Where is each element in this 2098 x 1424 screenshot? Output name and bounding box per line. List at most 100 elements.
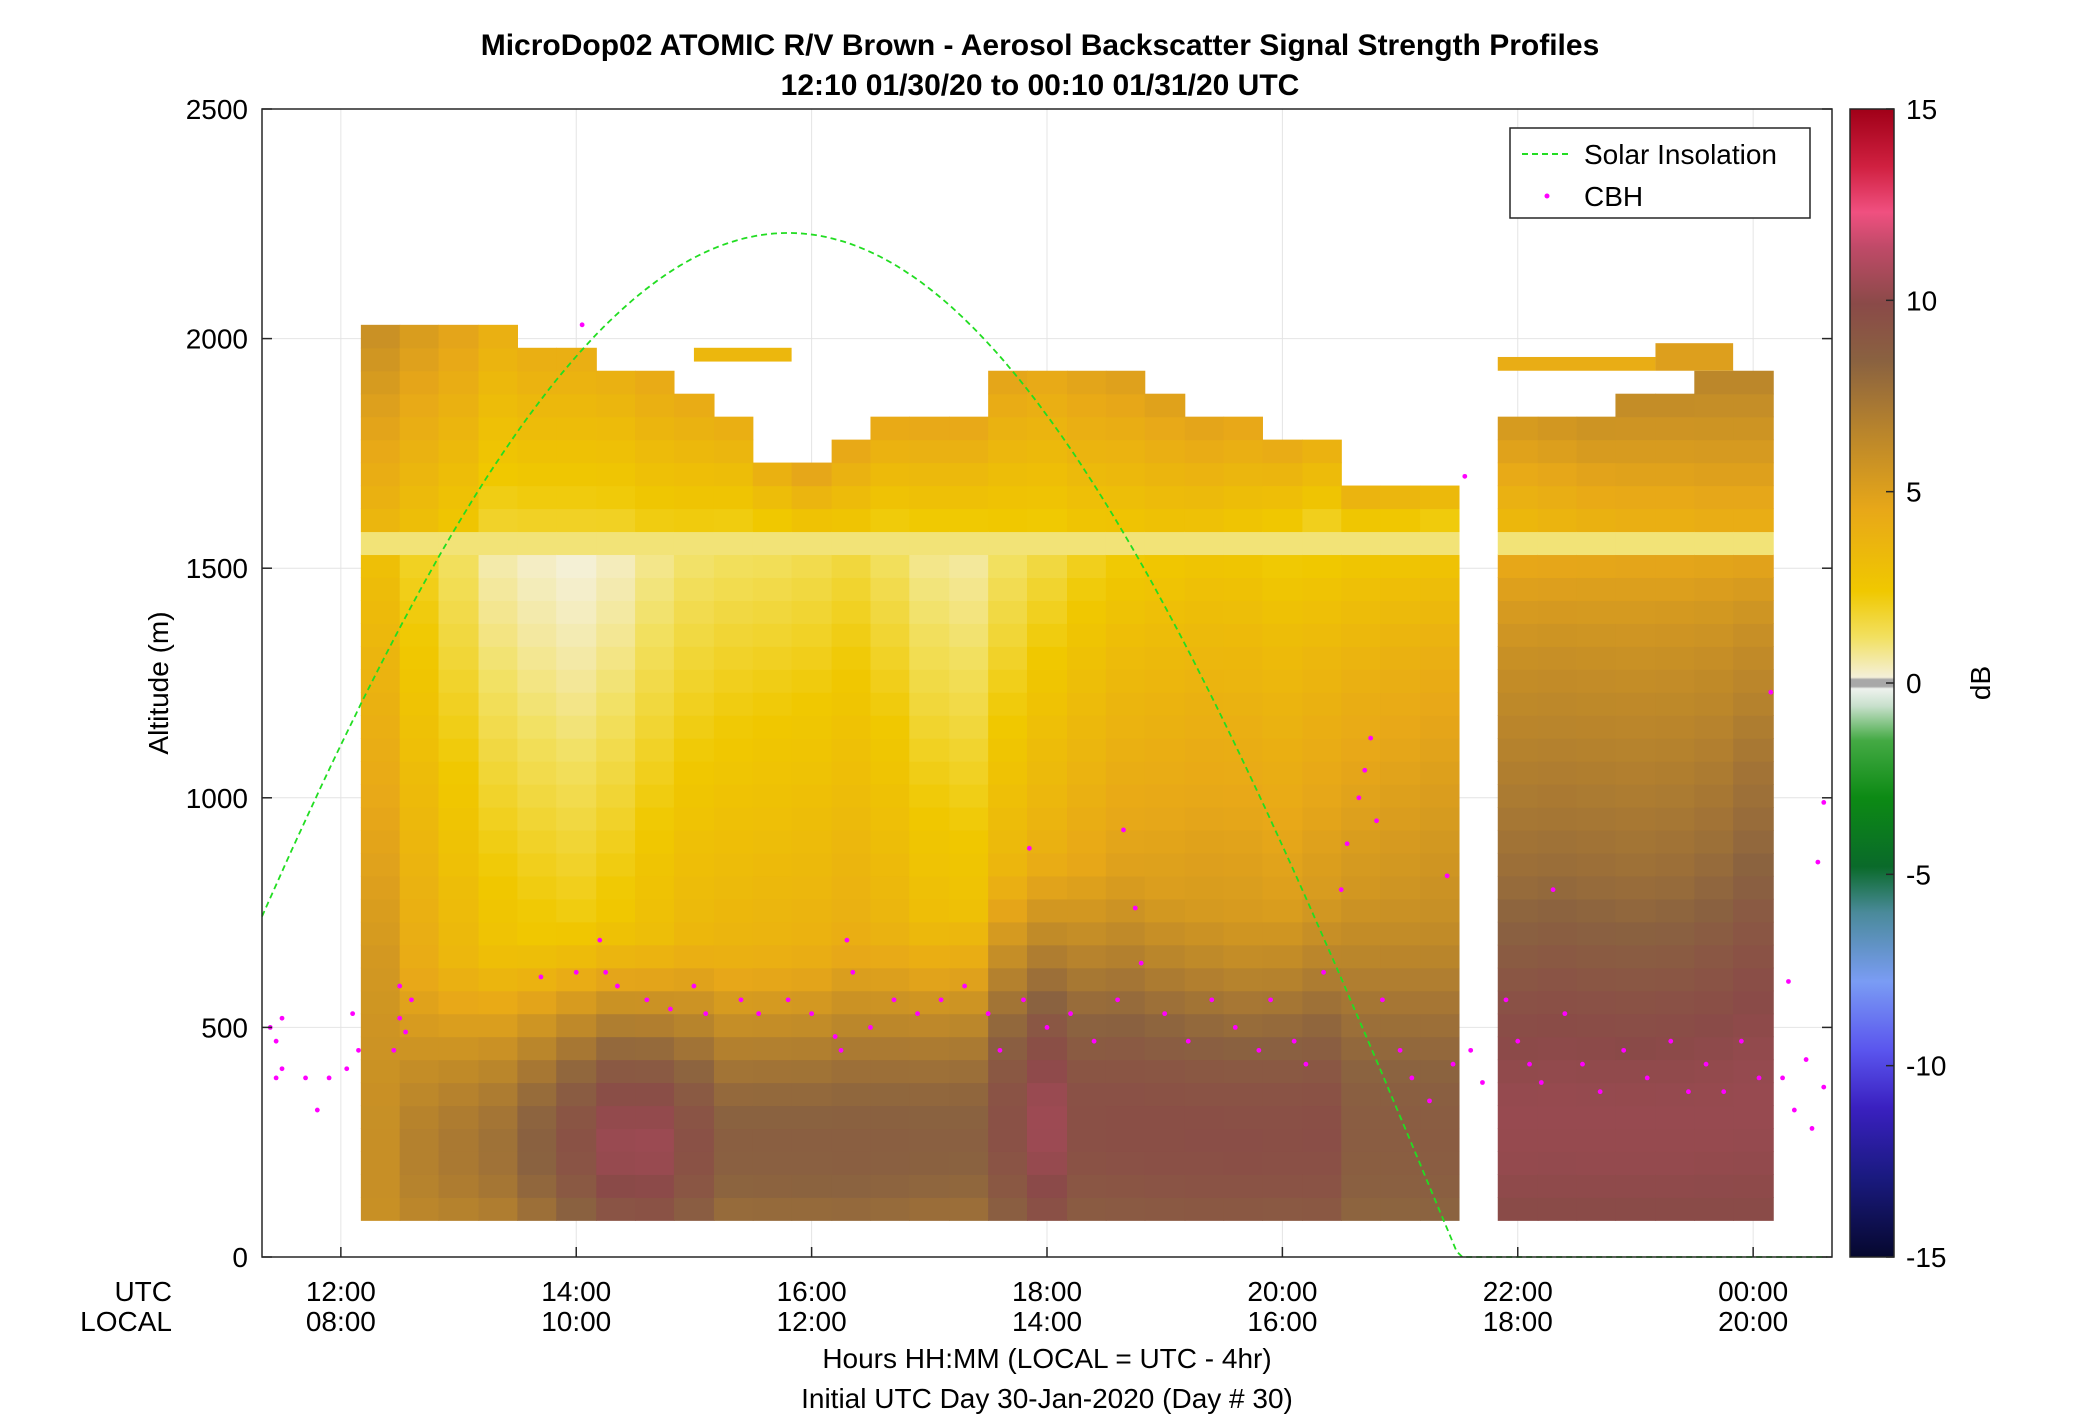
heatmap-cell — [1262, 531, 1303, 556]
heatmap-cell — [831, 1082, 872, 1107]
heatmap-cell — [1420, 806, 1460, 831]
heatmap-cell — [1537, 967, 1578, 992]
heatmap-cell — [1380, 875, 1421, 900]
heatmap-cell — [949, 554, 989, 578]
heatmap-cell — [635, 852, 675, 877]
heatmap-cell — [1067, 1013, 1107, 1038]
heatmap-cell — [1420, 485, 1460, 510]
heatmap-cell — [635, 370, 675, 395]
heatmap-cell — [791, 1197, 833, 1221]
heatmap-cell — [1067, 784, 1107, 808]
heatmap-cell — [1184, 1128, 1225, 1152]
heatmap-cell — [1302, 1197, 1342, 1221]
cbh-point — [667, 1006, 673, 1012]
heatmap-cell — [1733, 921, 1774, 946]
heatmap-cell — [1105, 623, 1146, 647]
heatmap-cell — [1223, 1082, 1263, 1107]
heatmap-cell — [635, 416, 675, 441]
heatmap-cell — [1302, 485, 1342, 510]
cbh-point — [1374, 818, 1379, 824]
cbh-point — [1450, 1061, 1456, 1067]
heatmap-cell — [1026, 669, 1068, 693]
heatmap-cell — [831, 600, 872, 624]
heatmap-cell — [556, 370, 597, 395]
heatmap-cell — [1576, 577, 1617, 601]
heatmap-cell — [478, 393, 518, 418]
heatmap-cell — [673, 852, 715, 877]
heatmap-cell — [360, 715, 401, 739]
heatmap-cell — [752, 508, 793, 533]
heatmap-cell — [1026, 852, 1068, 877]
heatmap-cell — [1184, 806, 1225, 831]
heatmap-cell — [1576, 462, 1617, 487]
x-tick-label-local: 14:00 — [1012, 1306, 1082, 1337]
cbh-point — [838, 1047, 844, 1053]
heatmap-cell — [1733, 439, 1774, 464]
heatmap-cell — [1497, 439, 1539, 464]
heatmap-cell — [635, 508, 675, 533]
heatmap-cell — [831, 1151, 872, 1175]
heatmap-cell — [1302, 439, 1342, 464]
heatmap-cell — [1341, 485, 1381, 510]
cbh-point — [1185, 1038, 1191, 1044]
heatmap-cell — [1067, 967, 1107, 992]
heatmap-cell — [1302, 852, 1342, 877]
heatmap-cell — [1694, 508, 1734, 533]
heatmap-cell — [1380, 692, 1421, 716]
heatmap-cell — [1026, 692, 1068, 716]
heatmap-cell — [1026, 1174, 1068, 1198]
heatmap-cell — [556, 784, 597, 808]
heatmap-cell — [870, 554, 910, 578]
heatmap-cell — [870, 784, 910, 808]
heatmap-cell — [870, 852, 910, 877]
cbh-point — [691, 983, 697, 989]
heatmap-cell — [1144, 554, 1186, 578]
heatmap-cell — [1655, 1174, 1695, 1198]
heatmap-cell — [1144, 669, 1186, 693]
heatmap-cell — [949, 1059, 989, 1084]
heatmap-cell — [1655, 485, 1695, 510]
heatmap-cell — [1733, 485, 1774, 510]
heatmap-cell — [673, 669, 715, 693]
heatmap-cell — [360, 1082, 401, 1107]
heatmap-cell — [399, 944, 440, 969]
heatmap-elevated-cell — [1497, 356, 1656, 371]
heatmap-cell — [949, 898, 989, 923]
heatmap-cell — [1302, 806, 1342, 831]
heatmap-cell — [1144, 623, 1186, 647]
heatmap-cell — [1694, 784, 1734, 808]
heatmap-cell — [1105, 508, 1146, 533]
x-row-label-utc: UTC — [114, 1276, 172, 1307]
heatmap-cell — [1262, 554, 1303, 578]
heatmap-cell — [831, 738, 872, 762]
heatmap-cell — [1694, 829, 1734, 854]
heatmap-cell — [1026, 1197, 1068, 1221]
heatmap-cell — [1497, 898, 1539, 923]
heatmap-cell — [831, 669, 872, 693]
heatmap-cell — [1655, 829, 1695, 854]
heatmap-cell — [596, 1151, 636, 1175]
heatmap-cell — [1105, 1151, 1146, 1175]
heatmap-cell — [870, 1036, 910, 1061]
heatmap-cell — [635, 531, 675, 556]
heatmap-cell — [360, 692, 401, 716]
heatmap-cell — [517, 829, 557, 854]
heatmap-cell — [870, 531, 910, 556]
heatmap-cell — [360, 852, 401, 877]
heatmap-cell — [1144, 944, 1186, 969]
heatmap-cell — [1380, 921, 1421, 946]
heatmap-cell — [1067, 485, 1107, 510]
legend-box — [1509, 127, 1811, 219]
heatmap-cell — [1184, 692, 1225, 716]
heatmap-cell — [596, 600, 636, 624]
heatmap-cell — [909, 1151, 950, 1175]
heatmap-cell — [1615, 1197, 1657, 1221]
heatmap-cell — [1067, 1128, 1107, 1152]
heatmap-cell — [949, 761, 989, 785]
heatmap-cell — [1537, 646, 1578, 670]
heatmap-cell — [596, 416, 636, 441]
heatmap-cell — [1302, 669, 1342, 693]
heatmap-cell — [909, 1105, 950, 1130]
heatmap-cell — [1184, 439, 1225, 464]
heatmap-cell — [478, 416, 518, 441]
